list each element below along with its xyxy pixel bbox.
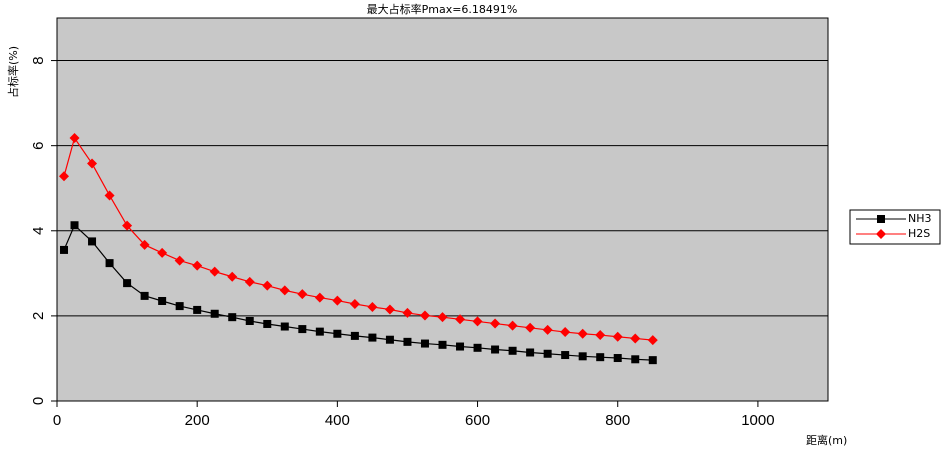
marker	[105, 259, 114, 268]
marker	[385, 335, 394, 344]
marker	[403, 337, 412, 346]
chart-title: 最大占标率Pmax=6.18491%	[367, 2, 518, 16]
marker	[577, 328, 588, 339]
marker	[104, 190, 115, 201]
legend-label: NH3	[908, 212, 932, 225]
marker	[280, 322, 289, 331]
marker	[122, 220, 133, 231]
marker	[175, 302, 184, 311]
x-axis-label: 距离(m)	[806, 433, 847, 447]
marker	[263, 319, 272, 328]
marker	[60, 245, 69, 254]
marker	[596, 353, 605, 362]
marker	[420, 339, 429, 348]
marker	[473, 343, 482, 352]
marker	[297, 289, 308, 300]
marker	[87, 158, 98, 169]
x-tick-label: 1000	[741, 412, 774, 429]
y-tick-label: 6	[30, 141, 47, 149]
marker	[209, 266, 220, 277]
legend-label: H2S	[908, 227, 930, 240]
marker	[472, 316, 483, 327]
marker	[612, 331, 623, 342]
marker	[648, 356, 657, 365]
x-tick-label: 600	[465, 412, 490, 429]
marker	[876, 229, 886, 239]
marker	[59, 171, 70, 182]
marker	[491, 345, 500, 354]
marker	[630, 333, 641, 344]
marker	[139, 239, 150, 250]
marker	[350, 331, 359, 340]
x-tick-label: 0	[53, 412, 61, 429]
marker	[174, 255, 185, 266]
marker	[490, 318, 501, 329]
marker	[227, 271, 238, 282]
marker	[279, 285, 290, 296]
marker	[647, 335, 658, 346]
marker	[193, 305, 202, 314]
y-axis-label: 占标率(%)	[6, 46, 20, 98]
marker	[613, 354, 622, 363]
marker	[245, 316, 254, 325]
legend	[849, 209, 941, 245]
marker	[508, 346, 517, 355]
marker	[542, 324, 553, 335]
x-tick-label: 200	[185, 412, 210, 429]
marker	[157, 247, 168, 258]
marker	[123, 279, 132, 288]
marker	[228, 313, 237, 322]
marker	[70, 221, 79, 230]
marker	[631, 355, 640, 364]
marker	[455, 314, 466, 325]
marker	[437, 312, 448, 323]
marker	[88, 237, 97, 246]
marker	[332, 295, 343, 306]
marker	[367, 301, 378, 312]
marker	[419, 310, 430, 321]
y-tick-label: 2	[30, 312, 47, 320]
marker	[543, 349, 552, 358]
marker	[384, 304, 395, 315]
marker	[507, 320, 518, 331]
marker	[578, 352, 587, 361]
marker	[402, 307, 413, 318]
marker	[368, 333, 377, 342]
marker	[349, 298, 360, 309]
marker	[69, 133, 80, 144]
marker	[158, 296, 167, 305]
marker	[192, 260, 203, 271]
marker	[877, 215, 885, 223]
marker	[526, 348, 535, 357]
x-tick-label: 800	[605, 412, 630, 429]
marker	[438, 340, 447, 349]
marker	[315, 327, 324, 336]
marker	[210, 309, 219, 318]
marker	[560, 327, 571, 338]
marker	[244, 276, 255, 287]
marker	[140, 291, 149, 300]
y-tick-label: 8	[30, 56, 47, 64]
y-tick-label: 4	[30, 227, 47, 235]
y-tick-label: 0	[30, 397, 47, 405]
marker	[333, 329, 342, 338]
x-tick-label: 400	[325, 412, 350, 429]
marker	[595, 330, 606, 341]
marker	[525, 322, 536, 333]
marker	[314, 292, 325, 303]
plot-area	[56, 17, 829, 402]
marker	[262, 280, 273, 291]
marker	[456, 342, 465, 351]
marker	[298, 325, 307, 334]
marker	[561, 351, 570, 360]
